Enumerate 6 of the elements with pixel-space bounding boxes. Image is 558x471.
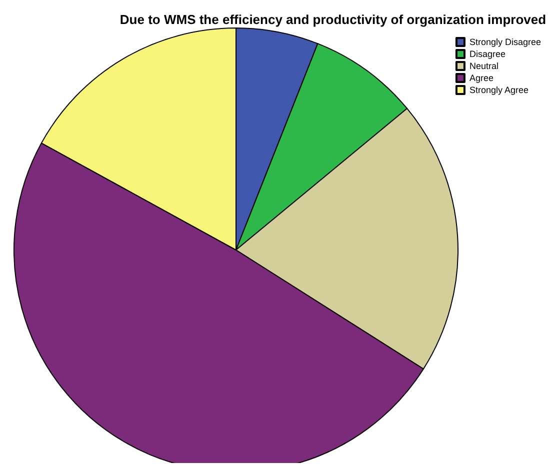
chart-title: Due to WMS the efficiency and productivity of organization improved xyxy=(120,12,546,27)
legend-label: Agree xyxy=(469,73,494,83)
legend-label: Disagree xyxy=(469,49,506,59)
legend-label: Strongly Disagree xyxy=(469,37,542,47)
legend-label: Neutral xyxy=(469,61,498,71)
legend-label: Strongly Agree xyxy=(469,85,529,95)
